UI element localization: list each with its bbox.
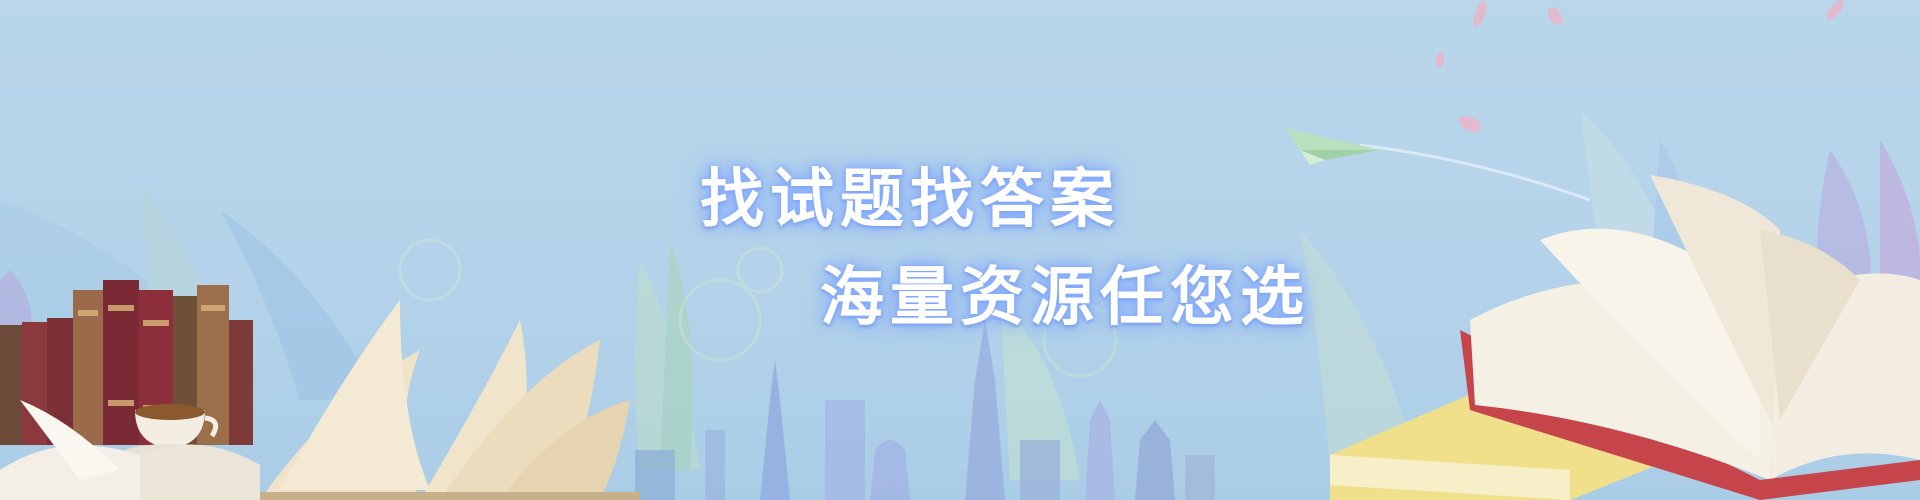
- headline-line-1: 找试题找答案: [700, 163, 1120, 237]
- city-skyline: [635, 320, 1215, 500]
- paper-plane: [1285, 128, 1591, 202]
- open-book-left: [0, 400, 260, 500]
- open-book-right: [1460, 175, 1920, 500]
- fanned-book-center: [260, 300, 640, 500]
- falling-petals: [1435, 0, 1844, 133]
- decorative-swirls: [398, 238, 1140, 378]
- headline-line-2: 海量资源任您选: [820, 261, 1310, 335]
